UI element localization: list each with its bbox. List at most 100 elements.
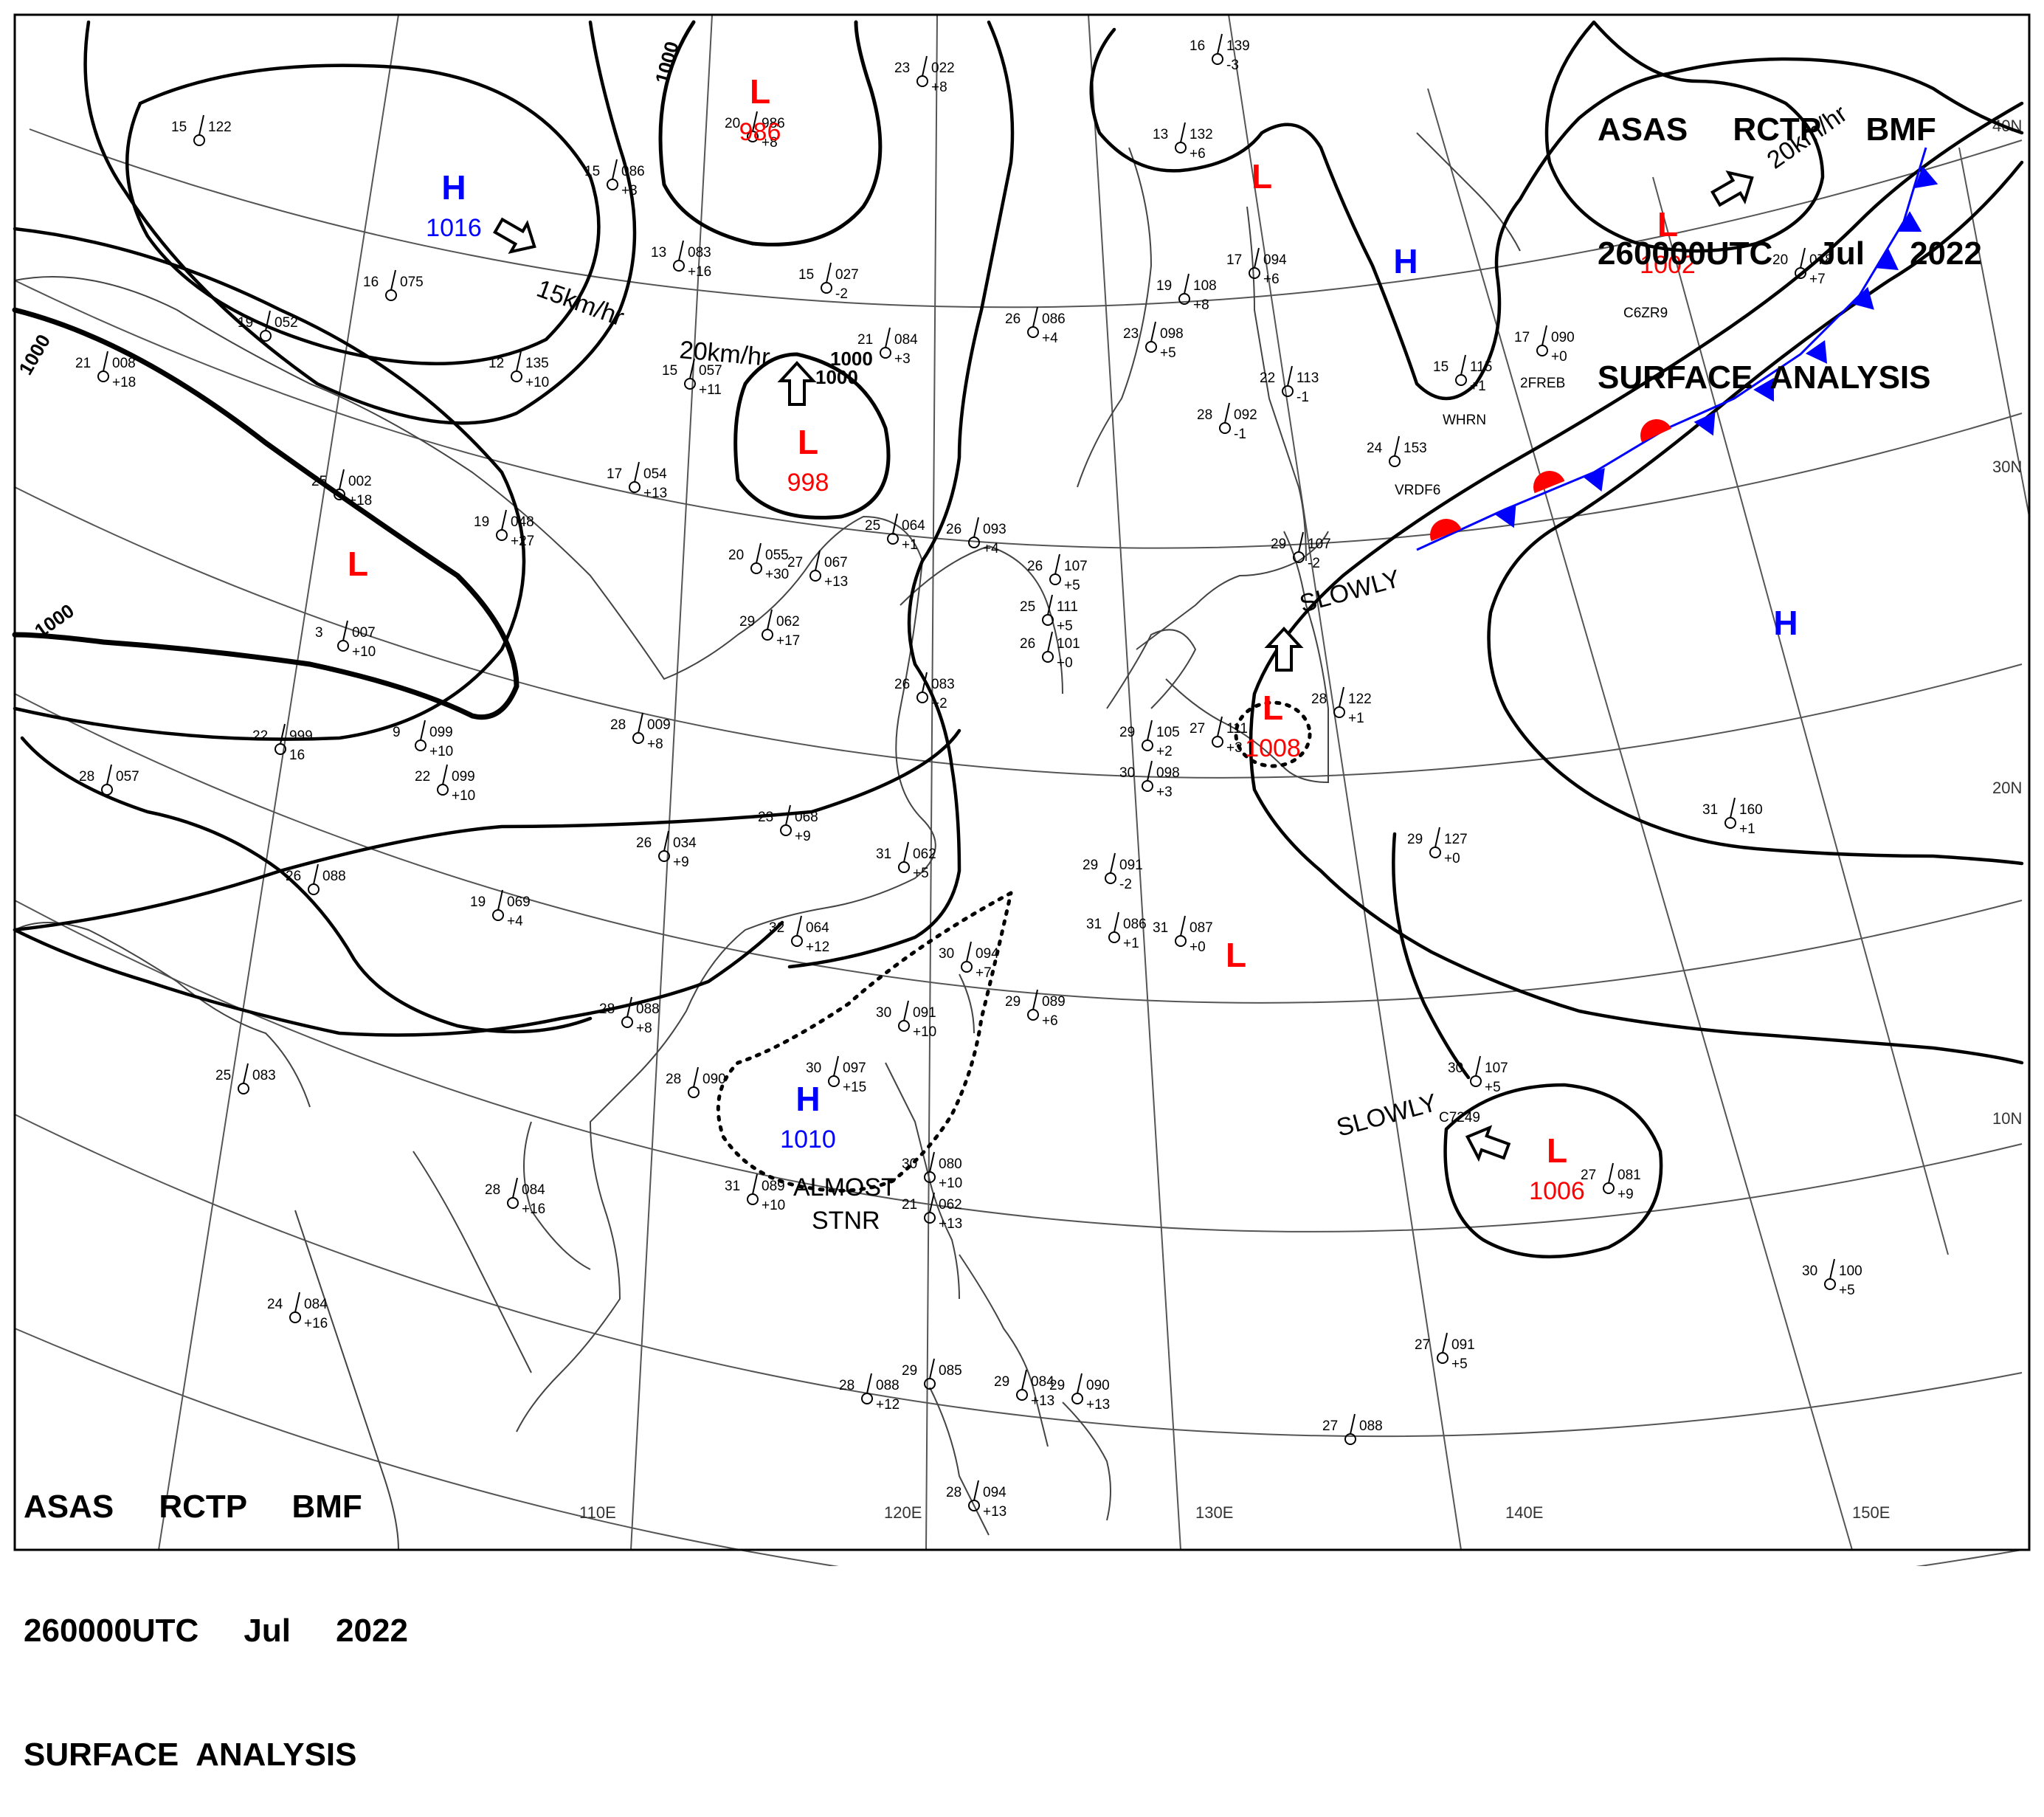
coastline-6 [1165,531,1330,784]
wind-barb-icon [929,1192,935,1213]
station-temperature: 12 [488,356,504,371]
coastline-0 [14,276,936,1432]
header-bottom-line2: 260000UTC Jul 2022 [24,1613,408,1649]
station-pressure: 999 [289,728,313,744]
station-temperature: 30 [902,1156,917,1172]
wind-barb-icon [815,550,821,571]
cold-front-triangle-shape [1805,339,1828,364]
station-plot: 28 084 +16 [485,1177,545,1217]
station-pressure: 089 [1042,994,1066,1010]
wind-barb-icon [826,262,832,283]
wind-barb-icon [626,996,632,1018]
station-temperature: 25 [215,1068,231,1083]
station-plot: 19 052 [238,310,298,342]
station-plot: 27 088 [1322,1413,1383,1445]
station-pressure: 111 [1226,721,1248,737]
station-plot: 24 084 +16 [267,1292,328,1331]
cold-front-triangle-shape [1851,286,1874,310]
isobar-2 [12,307,519,720]
wind-barb-icon [1147,720,1153,741]
wind-barb-icon [634,461,640,483]
station-pressure: 097 [843,1061,866,1076]
station-plot: 25 002 +18 [311,469,372,508]
coastline-11 [959,1254,1049,1447]
station-plot: 28 094 +13 [946,1480,1007,1520]
station-plot: 30 097 +15 [806,1055,866,1095]
station-plot: 29 107 -2 [1271,531,1331,571]
station-plot: 25 064 +1 [865,513,925,553]
pressure-value: 1010 [780,1125,836,1154]
station-plot: 23 068 +9 [758,804,818,844]
station-pressure: 094 [1263,252,1287,268]
meridian-6 [1652,176,1949,1255]
cold-front-triangle-shape [1898,211,1922,232]
station-temperature: 15 [662,363,677,379]
wind-barb-icon [1180,915,1186,937]
station-plot: 29 089 +6 [1005,989,1066,1029]
header-top-line3: SURFACE ANALYSIS [1598,359,1931,396]
station-tendency: +13 [983,1504,1007,1520]
wind-barb-icon [1339,686,1344,708]
coastline-2 [412,1151,532,1373]
station-temperature: 30 [1802,1263,1817,1279]
station-temperature: 30 [806,1061,821,1076]
station-tendency: +27 [511,534,534,549]
station-pressure: 093 [983,522,1007,537]
station-pressure: 087 [1190,920,1213,936]
station-pressure: 062 [913,847,936,862]
warm-front-semicircle [1430,519,1462,542]
station-tendency: -1 [1297,390,1309,405]
station-temperature: 30 [1119,765,1135,781]
station-plot: 15 086 +3 [584,159,645,199]
wind-barb-icon [420,720,426,741]
parallel-1 [14,280,2023,549]
warm-front-semicircle-shape [1533,471,1565,494]
station-plot: 27 091 +5 [1415,1332,1475,1372]
station-tendency: +8 [1193,297,1209,313]
station-pressure: 100 [1839,1263,1862,1279]
station-plot: 26 086 +4 [1005,306,1066,346]
station-plot: 29 090 +13 [1049,1373,1110,1413]
station-tendency: +11 [699,382,722,398]
station-temperature: 26 [636,835,652,851]
cold-front-triangle-shape [1583,468,1605,492]
station-pressure: 084 [894,332,918,348]
station-temperature: 26 [1020,636,1035,652]
movement-arrow [1465,1125,1511,1162]
station-tendency: +9 [673,855,689,870]
station-pressure: 085 [939,1363,962,1379]
station-plot: 27 111 +3 [1190,716,1248,756]
station-temperature: 25 [865,518,880,534]
coastline-1 [523,1121,591,1270]
meridian-4 [1228,14,1462,1551]
coastline-14 [959,973,975,1034]
station-plot: 30 098 +3 [1119,760,1180,800]
wind-barb-icon [390,269,396,291]
pressure-value: 1008 [1245,734,1301,762]
station-plot: 30 080 +10 [902,1151,962,1191]
wind-barb-icon [1021,1369,1027,1390]
warm-front-semicircle [1533,471,1565,494]
station-tendency: -1 [1234,427,1246,442]
station-pressure: 088 [636,1001,660,1017]
station-pressure: 113 [1297,370,1319,386]
movement-arrow-shape [777,361,817,406]
wind-barb-icon [243,1063,249,1084]
station-pressure: 048 [511,514,534,530]
station-temperature: 19 [238,315,253,331]
station-temperature: 30 [939,946,954,962]
coastline-9 [1416,132,1521,252]
station-temperature: 26 [894,677,910,692]
station-tendency: +2 [931,696,947,711]
wind-barb-icon [929,1358,935,1379]
station-plot: 21 084 +3 [857,327,918,367]
station-pressure: 086 [1042,311,1066,327]
wind-barb-icon [638,712,643,734]
station-pressure: 002 [348,474,372,489]
station-temperature: 16 [363,275,379,290]
station-plot: 25 083 [215,1063,276,1094]
wind-barb-icon [1184,273,1190,294]
station-temperature: 25 [311,474,327,489]
cold-front-triangle [1583,468,1605,492]
